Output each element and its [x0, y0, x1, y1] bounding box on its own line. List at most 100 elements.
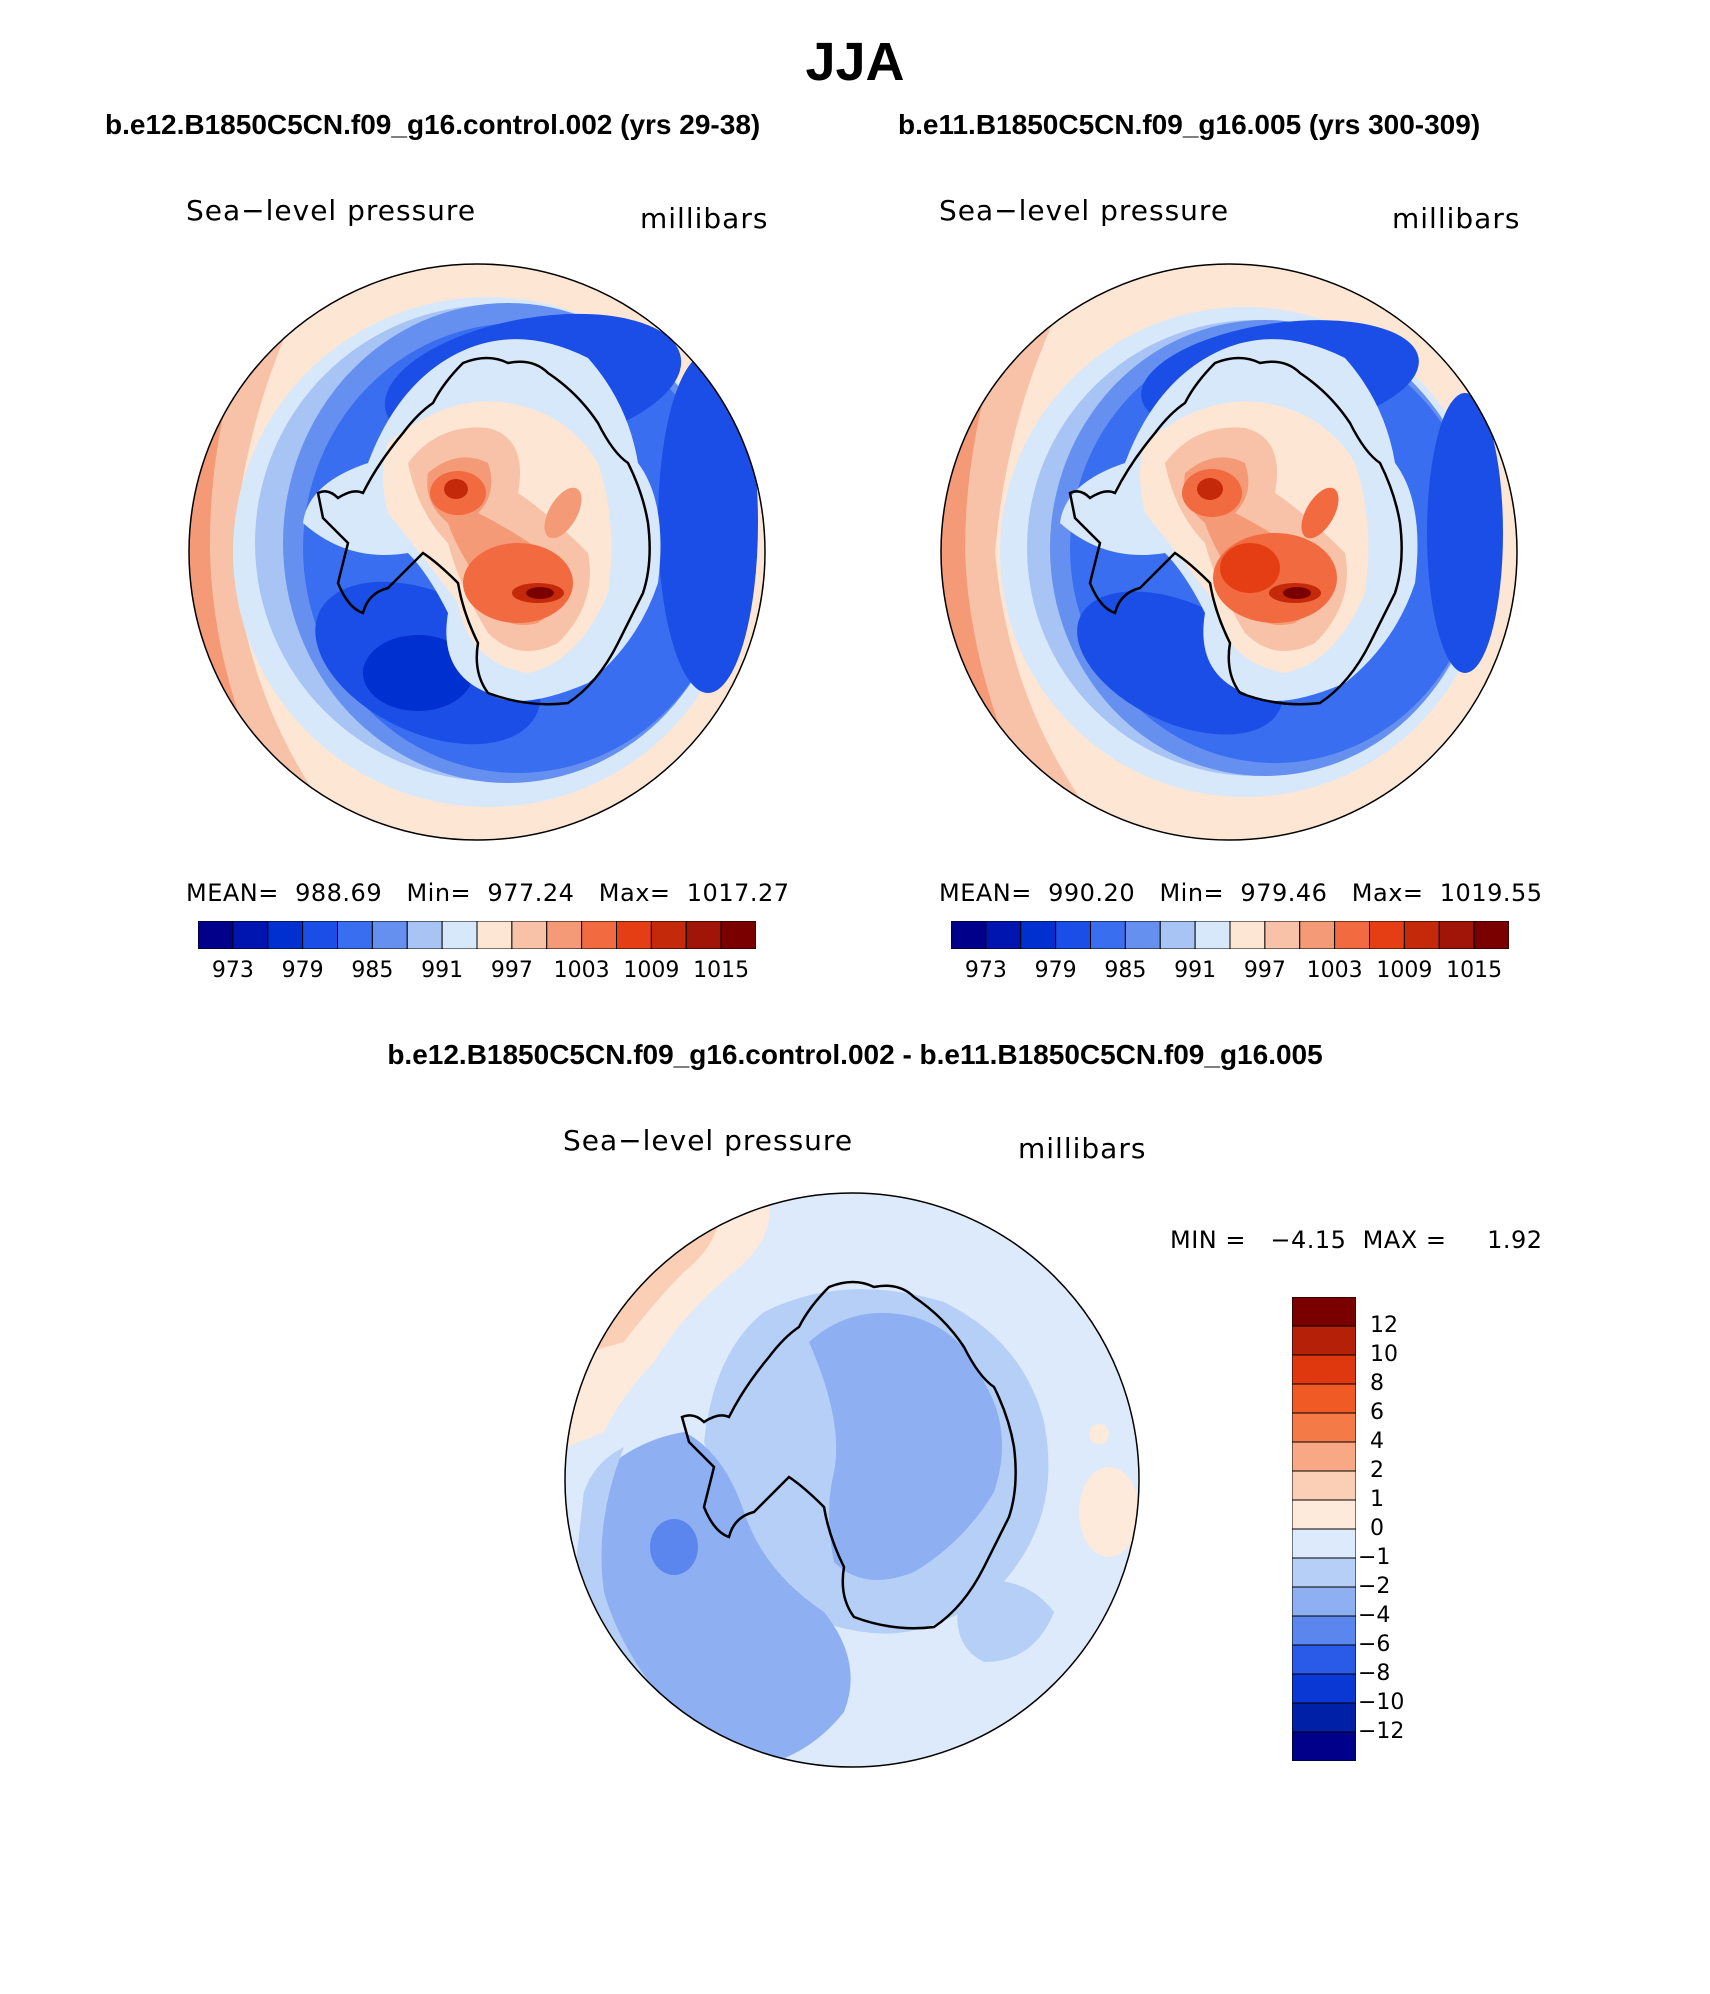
colorbar-swatch — [720, 920, 757, 950]
colorbar-tick-label: −8 — [1358, 1661, 1391, 1686]
colorbar-tick-label: 10 — [1370, 1342, 1398, 1367]
colorbar-tick-label: 8 — [1370, 1371, 1384, 1396]
colorbar-swatch — [581, 920, 617, 950]
colorbar-tick-label: 12 — [1370, 1313, 1398, 1338]
colorbar-swatch — [1334, 920, 1370, 950]
colorbar-swatch — [406, 920, 443, 950]
colorbar-swatch — [1369, 920, 1405, 950]
case-title-right: b.e11.B1850C5CN.f09_g16.005 (yrs 300-309… — [898, 109, 1481, 140]
colorbar-tick-label: 997 — [490, 958, 533, 983]
colorbar-tick-label: 2 — [1370, 1458, 1384, 1483]
colorbar-swatch — [1020, 920, 1057, 950]
colorbar-tick-label: 6 — [1370, 1400, 1384, 1425]
colorbar-swatch — [1291, 1557, 1357, 1588]
colorbar-diff — [1291, 1296, 1357, 1762]
colorbar-swatch — [1291, 1731, 1357, 1762]
colorbar-swatch — [546, 920, 583, 950]
colorbar-tick-label: −12 — [1358, 1719, 1405, 1744]
colorbar-tick-label: 973 — [964, 958, 1007, 983]
stats-left: MEAN= 988.69 Min= 977.24 Max= 1017.27 — [186, 879, 790, 907]
colorbar-tick-label: 1 — [1370, 1487, 1384, 1512]
colorbar-swatch — [1229, 920, 1266, 950]
colorbar-swatch — [1159, 920, 1196, 950]
colorbar-swatch — [1291, 1441, 1357, 1472]
coastline — [1068, 356, 1403, 706]
colorbar-tick-label: −4 — [1358, 1603, 1391, 1628]
colorbar-left — [197, 920, 757, 950]
case-title-left: b.e12.B1850C5CN.f09_g16.control.002 (yrs… — [105, 109, 761, 140]
map-difference — [564, 1192, 1140, 1768]
colorbar-tick-label: 1015 — [693, 958, 750, 983]
figure-title: JJA — [805, 32, 905, 92]
variable-label-diff: Sea−level pressure — [563, 1124, 854, 1157]
colorbar-swatch — [1264, 920, 1301, 950]
coastline — [680, 1280, 1017, 1630]
colorbar-tick-label: 985 — [351, 958, 394, 983]
colorbar-tick-label: 979 — [281, 958, 324, 983]
stats-right: MEAN= 990.20 Min= 979.46 Max= 1019.55 — [939, 879, 1543, 907]
diff-title: b.e12.B1850C5CN.f09_g16.control.002 - b.… — [387, 1039, 1323, 1070]
colorbar-swatch — [1291, 1412, 1357, 1443]
colorbar-tick-label: 979 — [1034, 958, 1077, 983]
map-be11 — [940, 263, 1518, 841]
colorbar-tick-label: −6 — [1358, 1632, 1391, 1657]
map-border — [564, 1192, 1140, 1768]
colorbar-tick-label: −2 — [1358, 1574, 1391, 1599]
colorbar-swatch — [1291, 1644, 1357, 1675]
colorbar-right — [950, 920, 1510, 950]
stats-diff: MIN = −4.15 MAX = 1.92 — [1170, 1226, 1543, 1254]
coastline — [316, 356, 651, 706]
colorbar-tick-label: 1009 — [623, 958, 680, 983]
colorbar-swatch — [650, 920, 687, 950]
units-label-left: millibars — [640, 202, 769, 235]
variable-label-left: Sea−level pressure — [186, 194, 477, 227]
colorbar-swatch — [1403, 920, 1440, 950]
colorbar-tick-label: 997 — [1243, 958, 1286, 983]
colorbar-swatch — [337, 920, 373, 950]
colorbar-tick-label: 1009 — [1376, 958, 1433, 983]
colorbar-swatch — [441, 920, 478, 950]
colorbar-swatch — [1291, 1296, 1357, 1327]
colorbar-tick-label: 0 — [1370, 1516, 1384, 1541]
map-border — [188, 263, 766, 841]
colorbar-swatch — [1438, 920, 1475, 950]
colorbar-swatch — [232, 920, 269, 950]
colorbar-swatch — [511, 920, 548, 950]
colorbar-swatch — [1194, 920, 1231, 950]
colorbar-tick-label: 1003 — [553, 958, 610, 983]
map-control — [188, 263, 766, 841]
colorbar-swatch — [1291, 1673, 1357, 1704]
colorbar-swatch — [1291, 1499, 1357, 1530]
colorbar-swatch — [1124, 920, 1161, 950]
colorbar-tick-label: 1015 — [1446, 958, 1503, 983]
colorbar-right-ticks: 973 979 985 991 997 1003 1009 1015 — [951, 958, 1509, 988]
colorbar-swatch — [1291, 1470, 1357, 1501]
colorbar-tick-label: 991 — [421, 958, 464, 983]
colorbar-left-ticks: 973 979 985 991 997 1003 1009 1015 — [198, 958, 756, 988]
variable-label-right: Sea−level pressure — [939, 194, 1230, 227]
colorbar-swatch — [267, 920, 304, 950]
colorbar-swatch — [1291, 1586, 1357, 1617]
colorbar-diff-ticks: 12 10 8 6 4 2 1 0 −1 −2 −4 −6 −8 −10 −12 — [1358, 1297, 1450, 1761]
colorbar-swatch — [1473, 920, 1510, 950]
colorbar-tick-label: 1003 — [1306, 958, 1363, 983]
colorbar-tick-label: 985 — [1104, 958, 1147, 983]
colorbar-swatch — [1291, 1702, 1357, 1733]
colorbar-swatch — [1055, 920, 1091, 950]
colorbar-swatch — [1291, 1528, 1357, 1559]
colorbar-tick-label: −10 — [1358, 1690, 1405, 1715]
map-border — [940, 263, 1518, 841]
colorbar-swatch — [1291, 1325, 1357, 1356]
colorbar-tick-label: 4 — [1370, 1429, 1384, 1454]
colorbar-swatch — [685, 920, 722, 950]
units-label-right: millibars — [1392, 202, 1521, 235]
colorbar-swatch — [1291, 1354, 1357, 1385]
colorbar-swatch — [371, 920, 408, 950]
colorbar-swatch — [950, 920, 987, 950]
colorbar-swatch — [1291, 1615, 1357, 1646]
colorbar-tick-label: 973 — [211, 958, 254, 983]
units-label-diff: millibars — [1018, 1132, 1147, 1165]
colorbar-tick-label: −1 — [1358, 1545, 1391, 1570]
colorbar-swatch — [1090, 920, 1126, 950]
colorbar-swatch — [1299, 920, 1336, 950]
